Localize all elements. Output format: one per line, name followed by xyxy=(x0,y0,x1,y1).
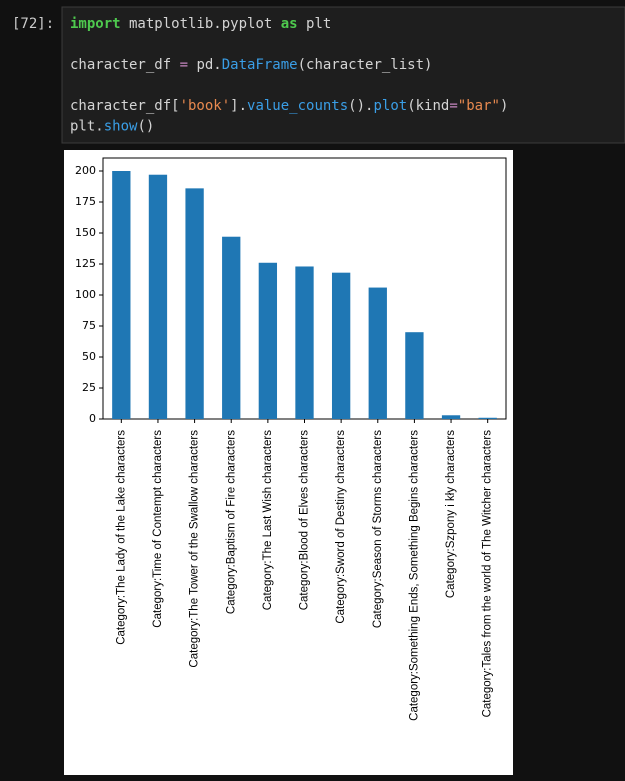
chart-image xyxy=(64,150,513,775)
x-tick-label: Category:Szpony i kły characters xyxy=(445,430,457,598)
code-token: as xyxy=(281,16,298,32)
bar xyxy=(222,236,241,419)
code-line: import matplotlib.pyplot as plt xyxy=(70,16,331,32)
y-tick-label: 150 xyxy=(75,226,96,239)
bar xyxy=(331,272,351,419)
code-token: (kind xyxy=(407,98,449,114)
code-token: 'book' xyxy=(180,98,231,114)
y-tick-label: 50 xyxy=(82,350,96,363)
x-tick-label: Category:Season of Storms characters xyxy=(372,430,384,628)
y-tick-label: 125 xyxy=(75,257,96,270)
bar xyxy=(185,188,204,419)
bar xyxy=(478,417,497,419)
code-token: matplotlib.pyplot xyxy=(121,16,281,32)
code-token: () xyxy=(137,119,154,135)
code-token: = xyxy=(180,57,188,73)
code-line: character_df['book'].value_counts().plot… xyxy=(70,98,508,114)
code-line: plt.show() xyxy=(70,119,154,135)
x-tick-label: Category:Blood of Elves characters xyxy=(299,430,311,611)
code-token: ]. xyxy=(230,98,247,114)
cell-prompt: [72]: xyxy=(12,16,54,32)
y-tick-label: 0 xyxy=(89,412,96,425)
code-line: character_df = pd.DataFrame(character_li… xyxy=(70,57,432,73)
x-tick-label: Category:Sword of Destiny characters xyxy=(335,430,347,624)
code-token: value_counts xyxy=(247,98,348,114)
code-token: plot xyxy=(373,98,407,114)
bar xyxy=(441,415,461,419)
code-token: (character_list) xyxy=(298,57,433,73)
code-token: = xyxy=(449,98,457,114)
code-token: character_df xyxy=(70,57,180,73)
x-tick-label: Category:Baptism of Fire characters xyxy=(225,430,237,614)
y-tick-label: 100 xyxy=(75,288,96,301)
y-tick-label: 25 xyxy=(82,381,96,394)
bar xyxy=(295,266,314,419)
bar xyxy=(368,287,387,419)
bar xyxy=(258,262,278,419)
x-tick-label: Category:The Tower of the Swallow charac… xyxy=(189,430,201,668)
code-token: (). xyxy=(348,98,373,114)
code-cell[interactable] xyxy=(61,6,625,144)
code-token: show xyxy=(104,119,138,135)
x-tick-label: Category:The Lady of the Lake characters xyxy=(115,430,127,645)
code-token: import xyxy=(70,16,121,32)
y-tick-label: 175 xyxy=(75,195,96,208)
bar xyxy=(405,332,424,419)
code-token: pd. xyxy=(188,57,222,73)
code-token: plt xyxy=(298,16,332,32)
code-token: ) xyxy=(500,98,508,114)
x-tick-label: Category:Something Ends, Something Begin… xyxy=(408,430,420,721)
code-token: character_df[ xyxy=(70,98,180,114)
code-token: "bar" xyxy=(458,98,500,114)
x-tick-label: Category:Tales from the world of The Wit… xyxy=(482,430,494,718)
bar xyxy=(112,171,131,419)
code-token: plt. xyxy=(70,119,104,135)
code-token: DataFrame xyxy=(222,57,298,73)
y-tick-label: 200 xyxy=(75,164,96,177)
bar xyxy=(148,174,168,419)
x-tick-label: Category:The Last Wish characters xyxy=(262,430,274,610)
y-tick-label: 75 xyxy=(82,319,96,332)
x-tick-label: Category:Time of Contempt characters xyxy=(152,430,164,628)
